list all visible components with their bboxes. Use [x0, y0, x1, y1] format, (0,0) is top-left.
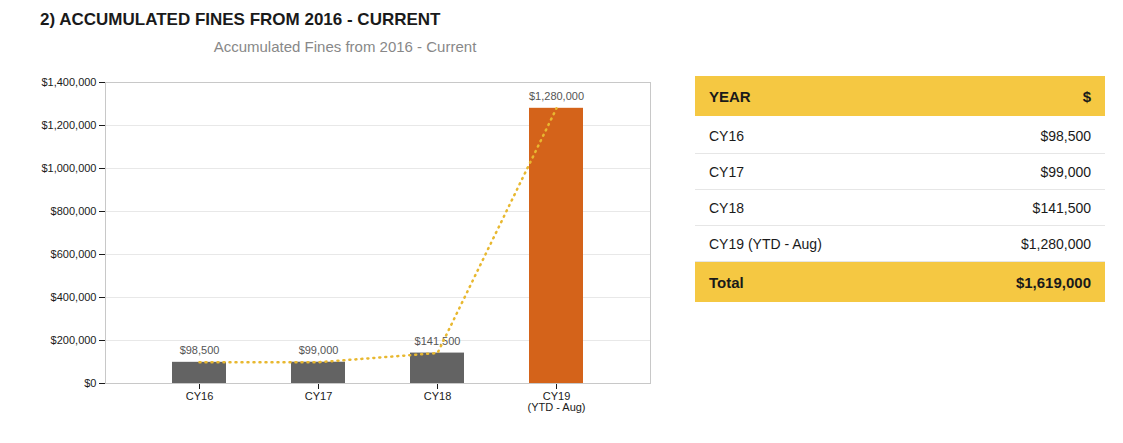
html-text:$1,280,000: $1,280,000	[1020, 235, 1091, 252]
svg-text:$0: $0	[84, 377, 96, 389]
html-text:$98,500: $98,500	[1040, 127, 1091, 144]
html-text:YEAR: YEAR	[709, 87, 751, 105]
svg-text:CY16: CY16	[186, 390, 214, 402]
html-text:$1,619,000: $1,619,000	[1015, 273, 1091, 291]
html-text:CY16: CY16	[709, 127, 744, 144]
html-text:$141,500: $141,500	[1032, 199, 1091, 216]
svg-text:CY19(YTD - Aug): CY19(YTD - Aug)	[527, 390, 585, 413]
svg-text:$800,000: $800,000	[51, 205, 97, 217]
svg-text:$1,280,000: $1,280,000	[529, 90, 584, 102]
html-text:CY17: CY17	[709, 163, 744, 180]
html-text:CY18: CY18	[709, 199, 744, 216]
svg-text:$600,000: $600,000	[51, 248, 97, 260]
html-text:2) ACCUMULATED FINES FROM 2016: 2) ACCUMULATED FINES FROM 2016 - CURRENT	[40, 10, 441, 29]
html-text:Accumulated Fines from 2016 -: Accumulated Fines from 2016 - Current	[213, 38, 477, 55]
svg-text:$200,000: $200,000	[51, 334, 97, 346]
svg-text:$99,000: $99,000	[299, 344, 339, 356]
svg-text:$1,200,000: $1,200,000	[41, 119, 96, 131]
html-text:CY19 (YTD - Aug): CY19 (YTD - Aug)	[709, 235, 822, 252]
svg-text:$141,500: $141,500	[415, 335, 461, 347]
svg-text:CY18: CY18	[424, 390, 452, 402]
svg-text:$400,000: $400,000	[51, 291, 97, 303]
svg-text:$1,000,000: $1,000,000	[41, 162, 96, 174]
html-text:$99,000: $99,000	[1040, 163, 1091, 180]
svg-text:$98,500: $98,500	[180, 344, 220, 356]
svg-text:CY17: CY17	[305, 390, 333, 402]
html-text:Total: Total	[709, 273, 744, 291]
svg-text:$1,400,000: $1,400,000	[41, 76, 96, 88]
